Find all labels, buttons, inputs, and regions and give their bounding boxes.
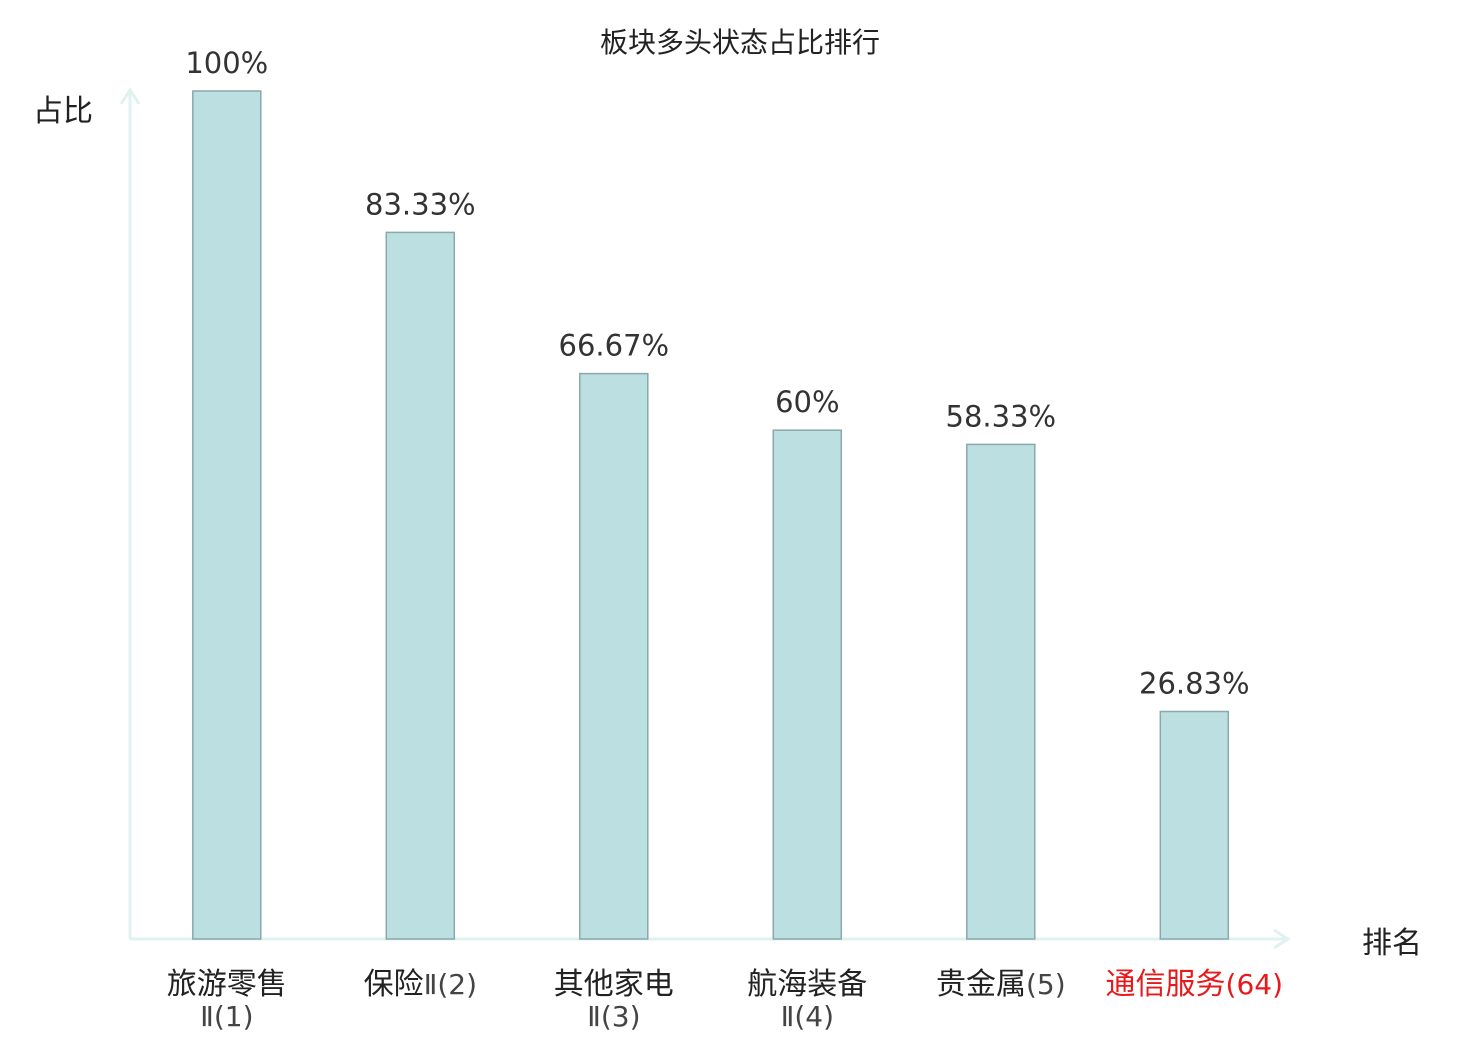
category-label-suffix: Ⅱ(4) <box>781 1000 834 1033</box>
bar <box>1159 710 1230 940</box>
value-label: 83.33% <box>365 187 476 221</box>
value-label: 100% <box>185 46 268 80</box>
category-label: 其他家电 <box>554 967 674 1002</box>
category-label-suffix: (64) <box>1226 968 1283 1001</box>
category-label: 通信服务(64) <box>1106 967 1283 1002</box>
bar <box>385 231 456 940</box>
category-label-suffix: Ⅱ(1) <box>200 1000 253 1033</box>
bar <box>772 429 843 940</box>
value-label: 58.33% <box>946 399 1057 433</box>
y-axis-arrow <box>119 87 141 105</box>
x-axis-label: 排名 <box>1362 926 1422 961</box>
bar <box>192 90 262 940</box>
value-label: 66.67% <box>559 329 670 363</box>
category-label-name: 通信服务 <box>1106 967 1226 1002</box>
category-label-suffix: Ⅱ(2) <box>424 968 477 1001</box>
bar <box>579 372 649 940</box>
category-label-suffix: (5) <box>1026 968 1066 1001</box>
value-label: 26.83% <box>1139 667 1250 701</box>
category-label: 旅游零售 <box>167 967 287 1002</box>
category-label: 保险Ⅱ(2) <box>364 967 477 1002</box>
category-label-name: 保险 <box>364 967 424 1002</box>
x-axis-arrow <box>1273 928 1291 950</box>
value-labels-group: 100% 83.33% 66.67% 60% 58.33% 26.83% <box>185 46 1249 701</box>
category-label: 航海装备 <box>747 967 867 1002</box>
bar <box>966 443 1036 940</box>
value-label: 60% <box>775 385 839 419</box>
category-label: 贵金属(5) <box>936 967 1066 1002</box>
bars-group <box>192 90 1230 940</box>
category-label-name: 贵金属 <box>936 967 1026 1002</box>
y-axis-label: 占比 <box>33 94 93 129</box>
category-label-suffix: Ⅱ(3) <box>587 1000 640 1033</box>
axes <box>119 87 1291 950</box>
chart-title: 板块多头状态占比排行 <box>600 26 880 59</box>
